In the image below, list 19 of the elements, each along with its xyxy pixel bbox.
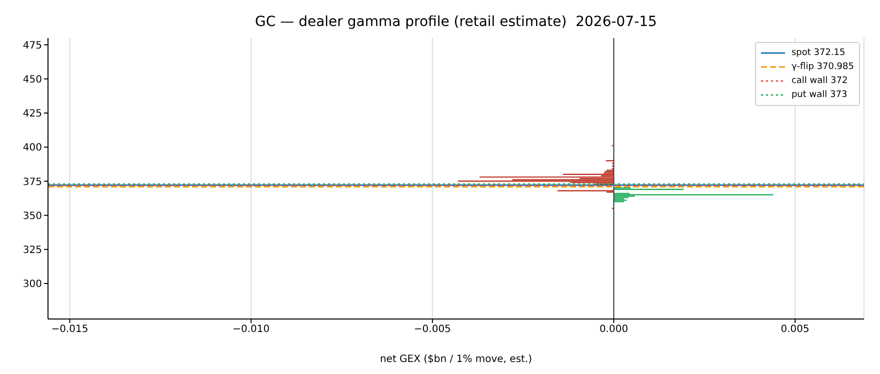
y-tick-label: 300 bbox=[22, 279, 42, 290]
x-tick-label: −0.015 bbox=[51, 324, 88, 336]
y-tick-label: 375 bbox=[22, 176, 42, 188]
y-tick-label: 475 bbox=[22, 40, 42, 52]
x-tick-label: 0.000 bbox=[599, 324, 628, 336]
x-tick-label: −0.005 bbox=[414, 324, 451, 336]
x-tick-label: 0.005 bbox=[780, 324, 810, 336]
y-tick-label: 350 bbox=[22, 210, 42, 222]
legend-label: put wall 373 bbox=[791, 90, 848, 100]
y-tick-label: 425 bbox=[22, 108, 42, 120]
legend-label: γ-flip 370.985 bbox=[791, 62, 854, 72]
legend-label: spot 372.15 bbox=[791, 48, 846, 58]
y-tick-label: 450 bbox=[22, 74, 42, 86]
legend-label: call wall 372 bbox=[791, 76, 848, 86]
y-tick-label: 325 bbox=[22, 244, 42, 256]
chart-title: GC — dealer gamma profile (retail estimate) 2026-07-15 bbox=[254, 14, 658, 30]
x-axis-title: net GEX ($bn / 1% move, est.) bbox=[380, 354, 532, 365]
y-tick-label: 400 bbox=[22, 142, 42, 154]
x-tick-label: −0.010 bbox=[232, 324, 270, 336]
